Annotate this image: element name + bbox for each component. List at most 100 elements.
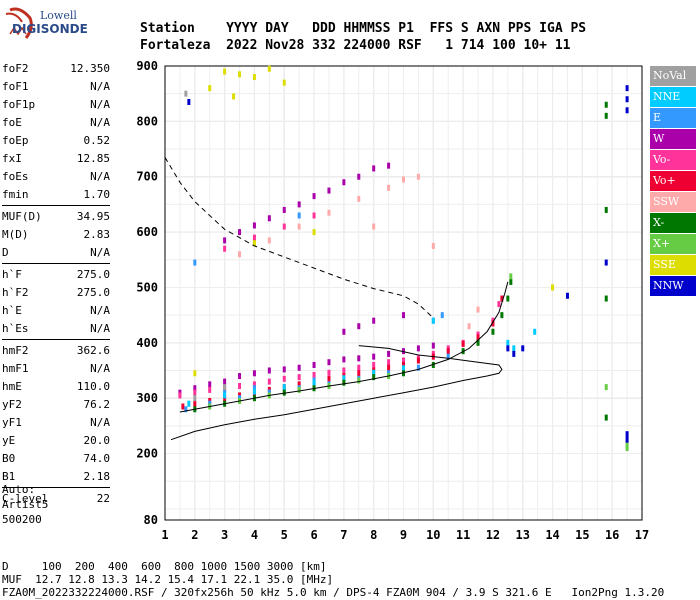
legend-item-x: X+: [650, 234, 696, 254]
data-point: [604, 259, 608, 266]
param-row: M(D) 2.83: [2, 226, 110, 244]
param-row: yE 20.0: [2, 432, 110, 450]
param-row: hmF1 N/A: [2, 360, 110, 378]
data-point: [223, 245, 227, 252]
data-point: [312, 229, 316, 236]
data-point: [297, 386, 301, 393]
param-value: 20.0: [83, 434, 111, 447]
x-tick-label: 16: [605, 528, 619, 542]
data-point: [252, 222, 256, 229]
data-point: [193, 389, 197, 396]
data-point: [387, 162, 391, 169]
data-point: [509, 273, 513, 280]
data-point: [232, 93, 236, 100]
data-point: [372, 374, 376, 381]
data-point: [402, 348, 405, 355]
param-row: yF2 76.2: [2, 396, 110, 414]
data-point: [187, 98, 191, 105]
legend-item-x: X-: [650, 213, 696, 233]
data-point: [431, 317, 435, 324]
data-point: [387, 364, 391, 371]
param-value: N/A: [90, 170, 110, 183]
auto-label: Auto:: [2, 483, 36, 496]
data-point: [625, 85, 629, 92]
auto-code: 500200: [2, 513, 42, 526]
param-value: N/A: [90, 416, 110, 429]
y-tick-label: 400: [136, 336, 158, 350]
param-name: yF2: [2, 398, 22, 411]
param-value: 74.0: [83, 452, 111, 465]
data-point: [604, 295, 608, 302]
legend-item-vo: Vo+: [650, 171, 696, 191]
data-point: [372, 317, 376, 324]
data-point: [282, 79, 286, 86]
curve-MUF: [164, 157, 434, 319]
data-point: [193, 385, 197, 392]
data-point: [625, 107, 629, 114]
param-value: N/A: [90, 80, 110, 93]
data-point: [467, 323, 471, 330]
data-point: [402, 312, 405, 319]
data-point: [312, 193, 316, 200]
header-row-labels: Station YYYY DAY DDD HHMMSS P1 FFS S AXN…: [140, 21, 587, 36]
data-point: [238, 383, 242, 390]
data-point: [357, 364, 361, 371]
y-tick-label: 200: [136, 447, 158, 461]
param-row: MUF(D) 34.95: [2, 208, 110, 226]
x-tick-label: 10: [426, 528, 440, 542]
x-tick-label: 6: [310, 528, 317, 542]
x-tick-label: 17: [635, 528, 649, 542]
param-row: fxI 12.85: [2, 150, 110, 168]
data-point: [193, 370, 197, 377]
y-tick-label: 500: [136, 280, 158, 294]
data-point: [604, 414, 608, 421]
param-value: N/A: [90, 116, 110, 129]
param-name: foE: [2, 116, 22, 129]
y-tick-label: 800: [136, 114, 158, 128]
data-point: [312, 379, 316, 386]
data-point: [223, 68, 227, 75]
data-point: [372, 165, 376, 172]
data-point: [387, 359, 391, 366]
data-point: [327, 187, 331, 194]
x-tick-label: 7: [340, 528, 347, 542]
x-tick-label: 4: [251, 528, 258, 542]
data-point: [252, 381, 256, 388]
param-value: 1.70: [83, 188, 111, 201]
param-row: h`Es N/A: [2, 320, 110, 338]
param-row: foF1p N/A: [2, 96, 110, 114]
data-point: [416, 357, 420, 364]
digisonde-logo: [5, 7, 33, 39]
y-tick-label: 900: [136, 59, 158, 73]
data-point: [267, 378, 271, 385]
data-point: [342, 367, 346, 374]
data-point: [416, 345, 420, 352]
param-row: foF2 12.350: [2, 60, 110, 78]
data-point: [208, 381, 212, 388]
param-value: 34.95: [76, 210, 110, 223]
data-point: [223, 392, 227, 399]
data-point: [252, 234, 256, 241]
x-tick-label: 2: [191, 528, 198, 542]
data-point: [357, 195, 361, 202]
y-tick-label: 80: [144, 513, 158, 527]
data-point: [387, 184, 391, 191]
param-value: 0.52: [83, 134, 111, 147]
data-point: [208, 386, 212, 393]
x-tick-label: 12: [486, 528, 500, 542]
footer-distance-row: D 100 200 400 600 800 1000 1500 3000 [km…: [2, 560, 327, 573]
param-row: foEs N/A: [2, 168, 110, 186]
data-point: [357, 370, 361, 377]
data-point: [431, 342, 435, 349]
data-point: [238, 251, 242, 258]
logo-digisonde-text: DIGISONDE: [12, 22, 88, 36]
param-row: foF1 N/A: [2, 78, 110, 96]
data-point: [402, 365, 405, 372]
param-value: 275.0: [76, 268, 110, 281]
param-value: 2.83: [83, 228, 111, 241]
y-tick-label: 600: [136, 225, 158, 239]
data-point: [267, 215, 271, 222]
param-name: hmE: [2, 380, 22, 393]
data-point: [223, 237, 227, 244]
legend-item-w: W: [650, 129, 696, 149]
